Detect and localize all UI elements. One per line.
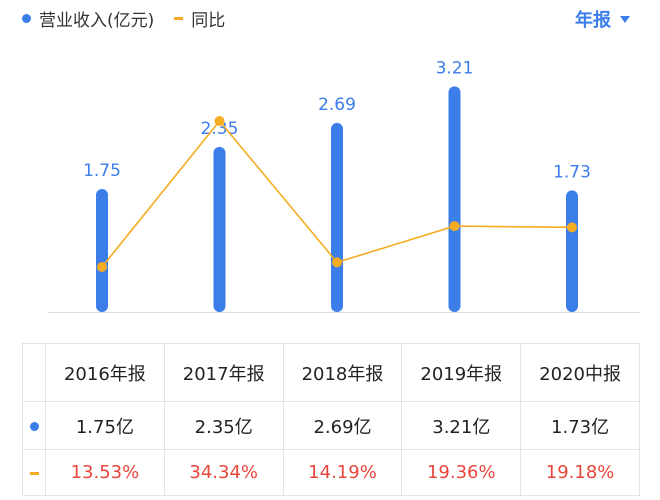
period-selector[interactable]: 年报 xyxy=(575,6,630,32)
table-header-cell: 2017年报 xyxy=(163,343,284,402)
yoy-row-marker-cell xyxy=(22,449,46,496)
yoy-cell: 19.36% xyxy=(401,449,522,496)
revenue-bar xyxy=(331,122,343,312)
revenue-bar-label: 1.73 xyxy=(553,162,591,182)
yoy-cell: 13.53% xyxy=(45,449,165,496)
revenue-bar xyxy=(96,189,108,312)
yoy-point xyxy=(449,221,460,232)
table-row-yoy: 13.53% 34.34% 14.19% 19.36% 19.18% xyxy=(22,449,640,496)
yoy-row-marker xyxy=(29,471,39,475)
revenue-cell: 2.35亿 xyxy=(163,401,284,450)
yoy-point xyxy=(567,222,577,233)
revenue-row-marker-cell xyxy=(22,401,46,450)
yoy-point xyxy=(214,116,225,126)
yoy-cell: 19.18% xyxy=(520,449,640,496)
yoy-legend-marker xyxy=(174,17,184,20)
yoy-cell: 34.34% xyxy=(163,449,284,496)
table-header-cell: 2016年报 xyxy=(45,343,165,402)
revenue-legend-label: 营业收入(亿元) xyxy=(39,11,155,31)
table-row-revenue: 1.75亿 2.35亿 2.69亿 3.21亿 1.73亿 xyxy=(22,401,640,450)
yoy-point xyxy=(332,257,342,268)
revenue-bar-label: 1.75 xyxy=(83,161,121,181)
revenue-cell: 1.75亿 xyxy=(45,401,165,450)
table-header-row: 2016年报 2017年报 2018年报 2019年报 2020中报 xyxy=(22,343,640,402)
chart-legend: 营业收入(亿元) 同比 xyxy=(22,6,225,31)
period-selector-label: 年报 xyxy=(575,10,611,31)
caret-down-icon xyxy=(620,15,630,23)
revenue-row-marker xyxy=(29,422,39,431)
revenue-cell: 1.73亿 xyxy=(520,401,640,450)
revenue-bar xyxy=(213,146,226,312)
table-header-cell: 2020中报 xyxy=(520,343,640,402)
revenue-bar xyxy=(448,86,461,312)
table-corner-cell xyxy=(22,343,46,402)
revenue-legend-marker xyxy=(22,14,31,23)
revenue-cell: 3.21亿 xyxy=(401,401,522,450)
revenue-cell: 2.69亿 xyxy=(282,401,403,450)
yoy-legend-label: 同比 xyxy=(191,11,226,31)
yoy-cell: 14.19% xyxy=(282,449,403,496)
revenue-bar-label: 2.69 xyxy=(318,95,356,115)
revenue-bar-label: 3.21 xyxy=(436,58,474,78)
table-header-cell: 2018年报 xyxy=(282,343,403,402)
yoy-point xyxy=(97,262,107,272)
data-table: 2016年报 2017年报 2018年报 2019年报 2020中报 1.75亿… xyxy=(22,343,640,496)
revenue-chart: 1.752.352.693.211.73 xyxy=(48,58,640,313)
revenue-bar xyxy=(566,190,578,312)
table-header-cell: 2019年报 xyxy=(401,343,522,402)
